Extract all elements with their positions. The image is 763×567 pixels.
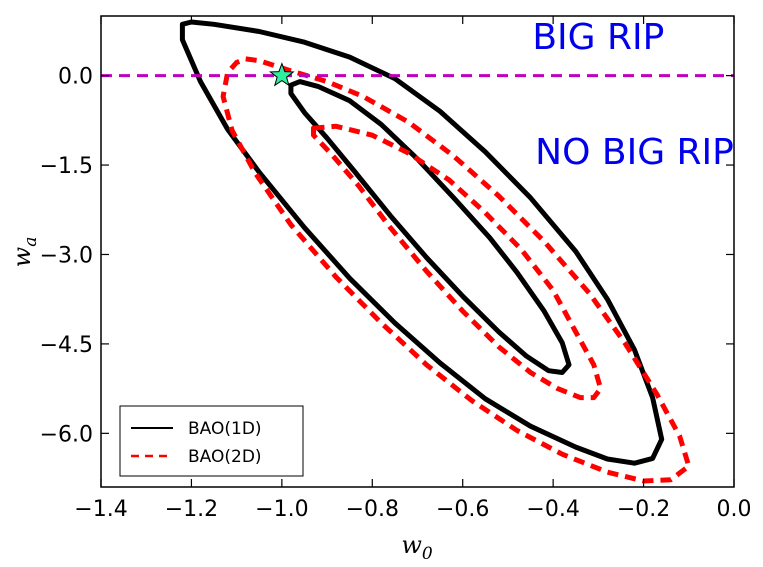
x-tick-label: −1.4 xyxy=(74,497,127,522)
contour-bao-1d-inner xyxy=(288,79,572,375)
annotation-big-rip: BIG RIP xyxy=(532,17,664,58)
plot-frame xyxy=(100,15,735,488)
contour-layer xyxy=(179,19,692,484)
y-axis-label-main: w xyxy=(8,246,36,267)
x-tick-label: −0.2 xyxy=(617,497,670,522)
x-tick-label: −0.6 xyxy=(436,497,489,522)
legend-label-bao-1d: BAO(1D) xyxy=(188,419,262,439)
x-tick-label: −0.4 xyxy=(526,497,579,522)
y-tick-label: −3.0 xyxy=(40,243,93,268)
y-axis-label: wa xyxy=(8,237,41,268)
x-tick-label: −1.0 xyxy=(255,497,308,522)
legend-box xyxy=(119,405,304,477)
legend-label-bao-2d: BAO(2D) xyxy=(188,447,262,467)
annotation-no-big-rip: NO BIG RIP xyxy=(535,132,734,173)
x-tick-label: −1.2 xyxy=(165,497,218,522)
x-tick-label: −0.8 xyxy=(346,497,399,522)
contour-bao-2d-inner xyxy=(311,123,604,401)
y-axis-label-subscript: a xyxy=(21,237,41,247)
y-tick-label: 0.0 xyxy=(58,65,93,90)
contour-bao-2d-outer xyxy=(220,56,692,484)
x-tick-label: 0.0 xyxy=(717,497,752,522)
legend: BAO(1D) BAO(2D) xyxy=(119,405,304,477)
y-tick-label: −1.5 xyxy=(40,154,93,179)
y-tick-label: −4.5 xyxy=(40,333,93,358)
axis-ticks: −1.4 −1.2 −1.0 −0.8 −0.6 −0.4 −0.2 0.0 0.0 −1.5 −3… xyxy=(40,16,752,522)
y-tick-label: −6.0 xyxy=(40,422,93,447)
x-axis-label: w0 xyxy=(401,531,433,564)
contour-bao-1d-outer xyxy=(179,19,665,466)
x-axis-label-subscript: 0 xyxy=(422,544,433,564)
lcdm-star-marker xyxy=(269,62,295,87)
x-axis-label-main: w xyxy=(401,531,422,559)
